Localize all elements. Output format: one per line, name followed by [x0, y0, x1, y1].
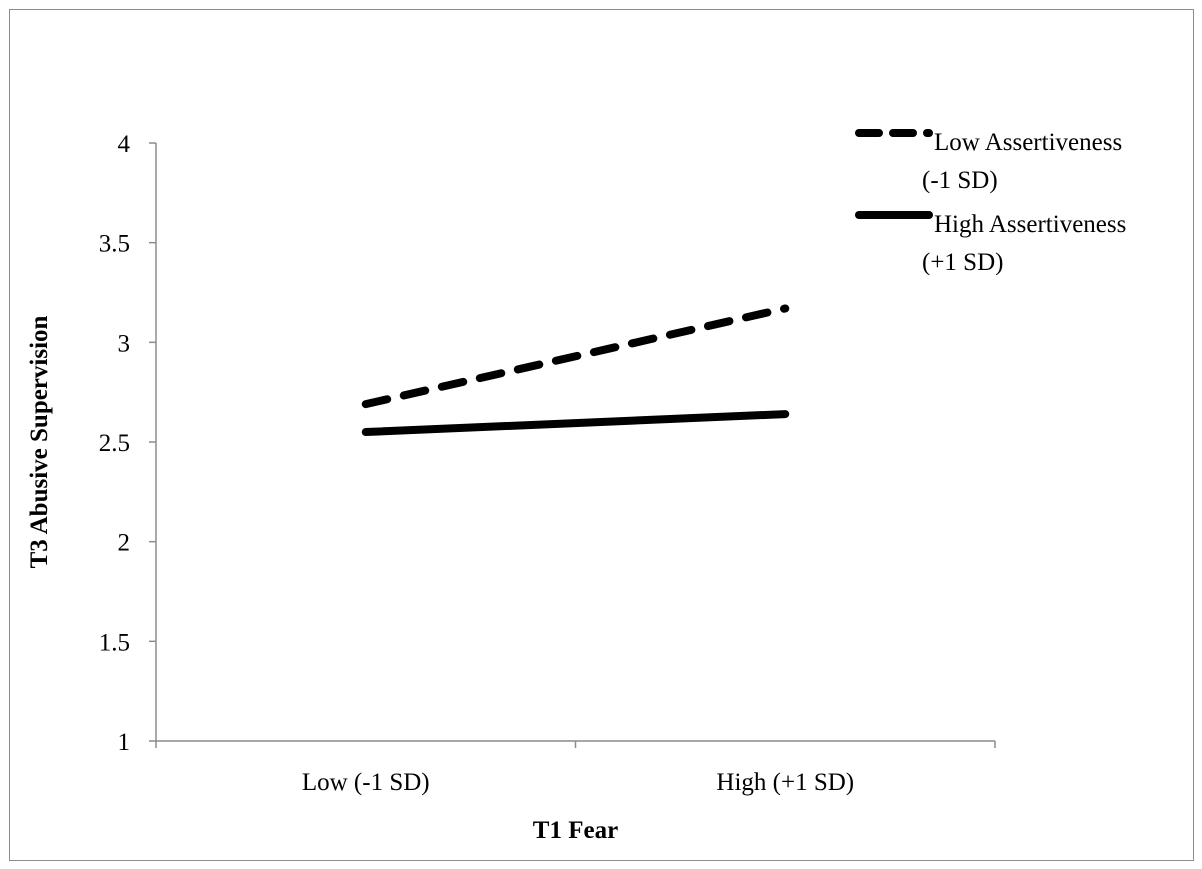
x-axis-title: T1 Fear: [533, 817, 618, 844]
y-tick-label: 2.5: [99, 430, 130, 457]
y-axis-title: T3 Abusive Supervision: [26, 315, 53, 568]
y-tick-label: 4: [118, 131, 131, 158]
y-tick-label: 2: [118, 530, 131, 557]
legend-label-sub: (-1 SD): [922, 167, 998, 194]
legend-label: Low Assertiveness: [934, 129, 1122, 156]
series-line-low-assertiveness: [361, 304, 790, 409]
y-tick-label: 3: [118, 330, 131, 357]
y-tick-label: 1.5: [99, 629, 130, 656]
legend-label-sub: (+1 SD): [922, 249, 1003, 276]
x-tick-label: Low (-1 SD): [302, 769, 430, 796]
y-tick-label: 1: [118, 729, 131, 756]
legend: Low Assertiveness (-1 SD) High Assertivene…: [855, 129, 1126, 276]
x-tick-label: High (+1 SD): [716, 769, 854, 796]
series-line-high-assertiveness: [361, 410, 790, 437]
axes: 1 1.5 2 2.5 3 3.5 4 Low (-1 SD) High (+1 SD): [99, 131, 996, 796]
y-tick-label: 3.5: [99, 231, 130, 258]
series-lines: [361, 304, 790, 437]
legend-label: High Assertiveness: [934, 211, 1126, 238]
chart-frame: [9, 9, 1194, 861]
